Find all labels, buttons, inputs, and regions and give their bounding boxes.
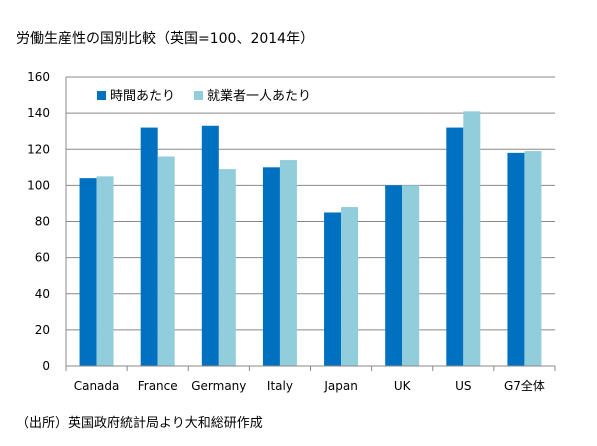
bar-per-hour-3	[262, 167, 280, 366]
bar-per-worker-2	[218, 169, 236, 366]
x-tick-label: Japan	[323, 379, 357, 393]
x-tick-label: UK	[394, 379, 412, 393]
x-tick-label: US	[455, 379, 471, 393]
bar-per-worker-7	[524, 151, 542, 366]
bar-per-hour-2	[201, 125, 219, 366]
bar-per-worker-4	[341, 207, 359, 366]
legend: 時間あたり 就業者一人あたり	[97, 88, 311, 104]
y-tick-label: 160	[27, 70, 50, 84]
bar-per-worker-0	[96, 176, 114, 366]
bar-per-worker-6	[463, 111, 481, 366]
bar-per-hour-5	[385, 185, 403, 366]
bar-per-hour-0	[79, 178, 97, 366]
source-note: （出所）英国政府統計局より大和総研作成	[16, 416, 263, 431]
gridlines	[66, 76, 555, 331]
bar-per-worker-3	[279, 160, 297, 366]
bar-per-hour-7	[507, 152, 525, 366]
bar-per-worker-5	[402, 185, 420, 366]
y-tick-label: 80	[35, 215, 50, 229]
y-tick-label: 40	[35, 287, 50, 301]
x-tick-label: Italy	[267, 379, 293, 393]
axes	[65, 77, 556, 371]
y-tick-label: 60	[35, 251, 50, 265]
y-tick-label: 120	[27, 142, 50, 156]
x-tick-label: G7全体	[504, 378, 545, 393]
legend-label: 就業者一人あたり	[207, 88, 311, 104]
legend-label: 時間あたり	[110, 89, 175, 104]
y-tick-label: 140	[27, 106, 50, 120]
bar-per-hour-1	[140, 127, 158, 366]
y-tick-label: 0	[42, 359, 50, 373]
x-tick-label: France	[138, 379, 178, 393]
y-tick-labels: 0 20 40 60 80 100 120 140 160	[27, 70, 50, 373]
bars	[79, 111, 542, 366]
y-tick-label: 20	[35, 323, 50, 337]
bar-per-hour-4	[324, 212, 342, 366]
chart-title: 労働生産性の国別比較（英国=100、2014年）	[16, 31, 315, 47]
bar-per-hour-6	[446, 127, 464, 366]
x-tick-labels: Canada France Germany Italy Japan UK US G7全体	[74, 378, 545, 393]
x-tick-label: Canada	[74, 379, 120, 393]
y-tick-label: 100	[27, 178, 50, 192]
legend-swatch	[194, 91, 203, 100]
x-tick-label: Germany	[191, 379, 246, 393]
bar-per-worker-1	[157, 156, 175, 366]
legend-swatch	[97, 91, 106, 100]
